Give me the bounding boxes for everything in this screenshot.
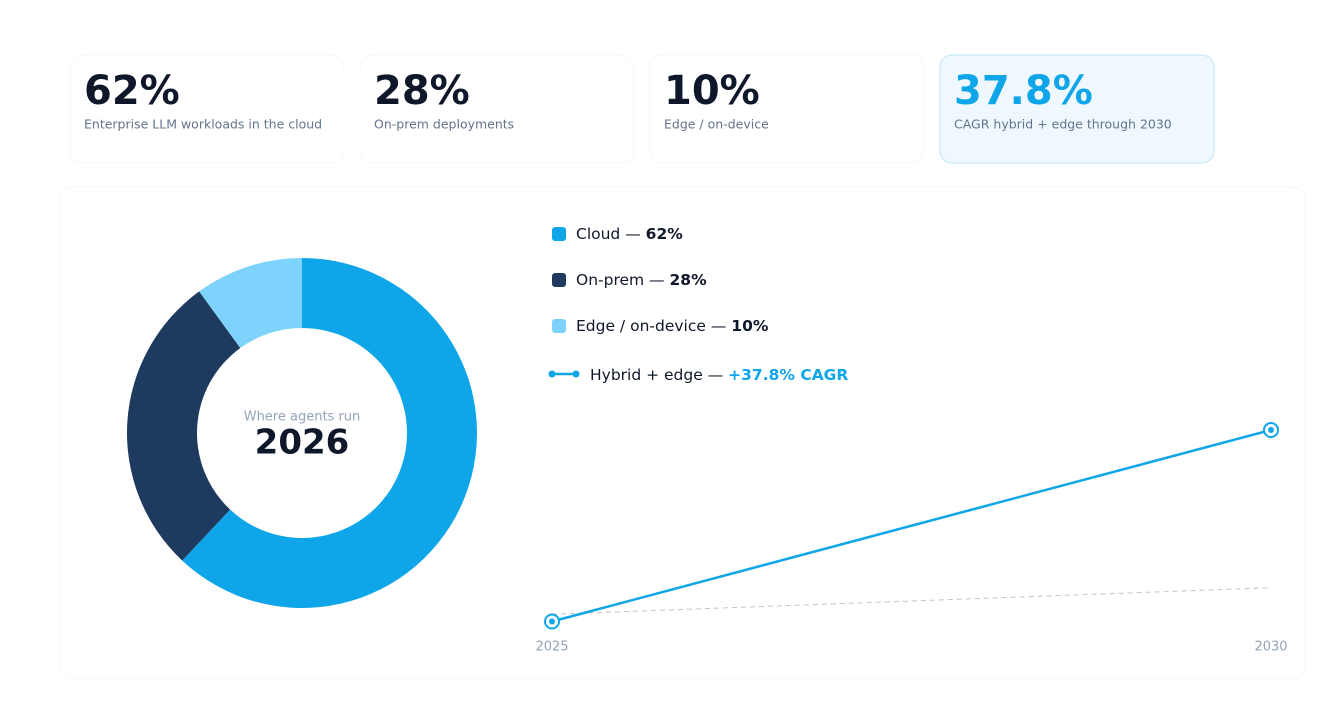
legend-part: — (708, 366, 724, 384)
kpi-card (359, 54, 635, 164)
kpi-label: CAGR hybrid + edge through 2030 (954, 117, 1172, 132)
legend-part: 10% (731, 317, 769, 335)
legend-part: Cloud (576, 225, 620, 243)
legend-label: Edge / on-device — 10% (576, 317, 769, 335)
donut-center: 2026 (255, 423, 350, 463)
legend-dot (548, 370, 556, 378)
legend-label: Cloud — 62% (576, 225, 683, 243)
kpi-card (69, 54, 345, 164)
legend-label: Hybrid + edge — +37.8% CAGR (590, 366, 848, 384)
legend-swatch (552, 319, 566, 333)
donut-subtitle: Where agents run (244, 410, 361, 425)
donut-slice (199, 258, 302, 349)
legend-part: — (649, 271, 665, 289)
legend-part: 28% (670, 271, 708, 289)
kpi-value: 10% (664, 68, 760, 114)
point-dot (549, 618, 555, 625)
x-tick-label: 2025 (535, 640, 568, 655)
x-tick-label: 2030 (1254, 640, 1287, 655)
legend-part: On-prem (576, 271, 644, 289)
series-line (551, 428, 1272, 623)
legend-dot (572, 370, 580, 378)
kpi-card (649, 54, 925, 164)
legend-part: 62% (646, 225, 684, 243)
legend-part: — (711, 317, 727, 335)
kpi-card (939, 54, 1215, 164)
point-dot (1268, 426, 1274, 433)
panel (59, 186, 1306, 679)
series-line (551, 587, 1272, 615)
kpi-label: On-prem deployments (374, 117, 514, 132)
legend-part: Edge / on-device (576, 317, 706, 335)
legend-swatch (552, 273, 566, 287)
kpi-label: Edge / on-device (664, 117, 769, 132)
kpi-value: 62% (84, 68, 180, 114)
kpi-value: 37.8% (954, 68, 1093, 114)
legend-part: +37.8% CAGR (728, 366, 848, 384)
legend-part: — (625, 225, 641, 243)
kpi-value: 28% (374, 68, 470, 114)
legend-part: Hybrid + edge (590, 366, 703, 384)
kpi-label: Enterprise LLM workloads in the cloud (84, 117, 322, 132)
donut-slice (182, 258, 477, 609)
legend-swatch (552, 227, 566, 241)
donut-slice (126, 291, 241, 561)
legend-label: On-prem — 28% (576, 271, 707, 289)
